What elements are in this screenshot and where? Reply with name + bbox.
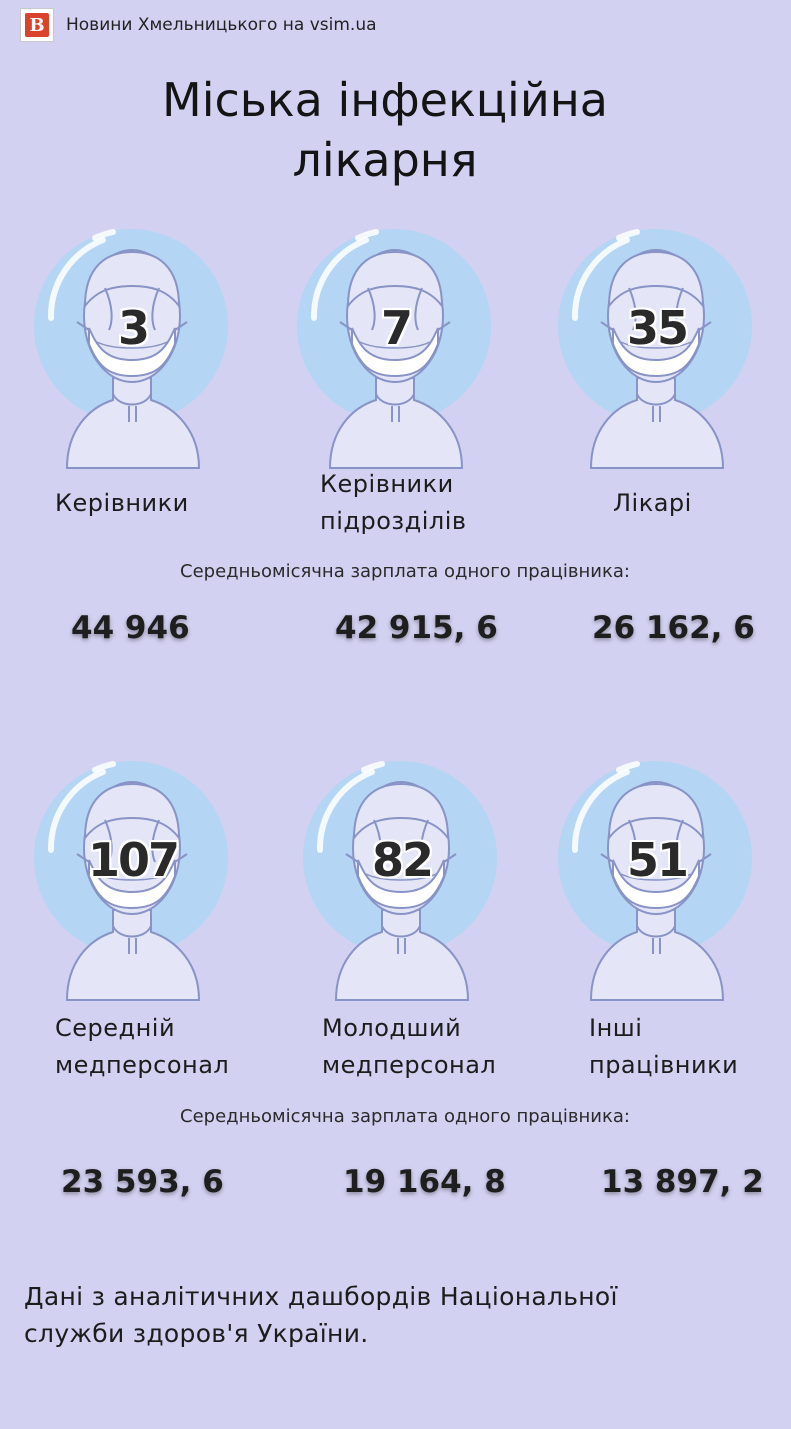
group-label: Керівники підрозділів bbox=[320, 466, 467, 540]
source-note-line: Дані з аналітичних дашбордів Національно… bbox=[24, 1282, 618, 1311]
group-label: Інші працівники bbox=[589, 1010, 738, 1084]
salary-value: 44 946 bbox=[71, 610, 190, 646]
group-label-line: Керівники bbox=[320, 470, 454, 498]
vsim-logo-icon: В bbox=[20, 8, 54, 42]
masked-person-icon bbox=[34, 229, 228, 469]
group-label-line: Лікарі bbox=[613, 489, 692, 517]
group-label-line: підрозділів bbox=[320, 507, 467, 535]
staff-count: 35 bbox=[626, 301, 689, 355]
salary-value: 42 915, 6 bbox=[335, 610, 498, 646]
salary-value: 23 593, 6 bbox=[61, 1164, 224, 1200]
staff-count: 82 bbox=[371, 833, 434, 887]
source-note: Дані з аналітичних дашбордів Національно… bbox=[24, 1278, 724, 1352]
staff-figure-1: 3 bbox=[33, 226, 233, 471]
masked-person-icon bbox=[558, 229, 752, 469]
group-label-line: Молодший bbox=[322, 1014, 462, 1042]
staff-count: 3 bbox=[117, 301, 150, 355]
group-label: Молодший медперсонал bbox=[322, 1010, 496, 1084]
staff-figure-5: 82 bbox=[302, 758, 502, 1003]
group-label: Середній медперсонал bbox=[55, 1010, 229, 1084]
group-label-line: Середній bbox=[55, 1014, 176, 1042]
salary-caption: Середньомісячна зарплата одного працівни… bbox=[180, 561, 630, 582]
brand-header: В Новини Хмельницького на vsim.ua bbox=[20, 8, 377, 42]
masked-person-icon bbox=[297, 229, 491, 469]
source-note-line: служби здоров'я України. bbox=[24, 1319, 369, 1348]
group-label: Керівники bbox=[55, 485, 189, 522]
staff-figure-2: 7 bbox=[296, 226, 496, 471]
brand-text: Новини Хмельницького на vsim.ua bbox=[66, 15, 377, 35]
staff-figure-4: 107 bbox=[33, 758, 233, 1003]
group-label-line: Інші bbox=[589, 1014, 643, 1042]
logo-letter: В bbox=[25, 13, 49, 37]
group-label-line: медперсонал bbox=[322, 1051, 497, 1079]
salary-value: 19 164, 8 bbox=[343, 1164, 506, 1200]
page-title: Міська інфекційна лікарня bbox=[0, 70, 770, 190]
staff-figure-6: 51 bbox=[557, 758, 757, 1003]
title-line-1: Міська інфекційна bbox=[162, 73, 608, 127]
masked-person-icon bbox=[558, 761, 752, 1001]
salary-caption: Середньомісячна зарплата одного працівни… bbox=[180, 1106, 630, 1127]
staff-count: 51 bbox=[626, 833, 689, 887]
staff-count: 107 bbox=[87, 833, 180, 887]
title-line-2: лікарня bbox=[292, 133, 478, 187]
staff-count: 7 bbox=[380, 301, 413, 355]
masked-person-icon bbox=[34, 761, 228, 1001]
salary-value: 13 897, 2 bbox=[601, 1164, 764, 1200]
masked-person-icon bbox=[303, 761, 497, 1001]
group-label-line: Керівники bbox=[55, 489, 189, 517]
staff-figure-3: 35 bbox=[557, 226, 757, 471]
group-label-line: працівники bbox=[589, 1051, 739, 1079]
salary-value: 26 162, 6 bbox=[592, 610, 755, 646]
group-label: Лікарі bbox=[613, 485, 692, 522]
group-label-line: медперсонал bbox=[55, 1051, 230, 1079]
